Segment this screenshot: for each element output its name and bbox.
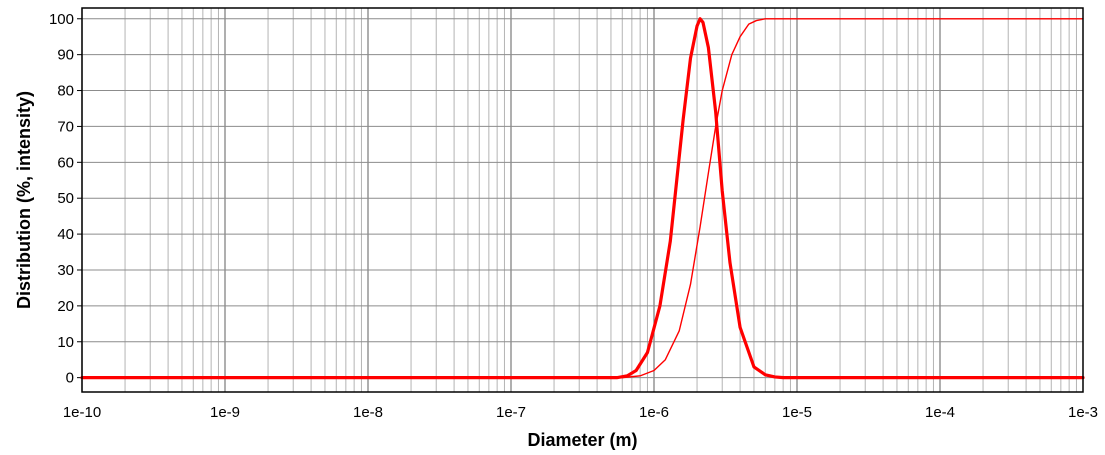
- x-tick-label: 1e-7: [496, 404, 526, 421]
- y-axis-title: Distribution (%, intensity): [14, 91, 34, 309]
- y-tick-label: 90: [57, 47, 74, 64]
- series-group: [80, 17, 1085, 380]
- x-tick-labels: 1e-10 1e-9 1e-8 1e-7 1e-6 1e-5 1e-4 1e-3: [63, 404, 1098, 421]
- x-tick-label: 1e-6: [639, 404, 669, 421]
- y-tick-label: 20: [57, 298, 74, 315]
- y-tick-label: 10: [57, 334, 74, 351]
- x-tick-label: 1e-9: [210, 404, 240, 421]
- y-tick-label: 80: [57, 83, 74, 100]
- x-tick-label: 1e-5: [782, 404, 812, 421]
- x-tick-label: 1e-10: [63, 404, 101, 421]
- y-tick-label: 30: [57, 262, 74, 279]
- x-tick-label: 1e-8: [353, 404, 383, 421]
- x-axis-title: Diameter (m): [527, 430, 637, 450]
- series-line-distribution: [80, 17, 1085, 380]
- y-tick-label: 70: [57, 118, 74, 135]
- x-tick-label: 1e-3: [1068, 404, 1098, 421]
- y-tick-label: 100: [49, 11, 74, 28]
- y-tick-label: 40: [57, 226, 74, 243]
- y-tick-label: 50: [57, 190, 74, 207]
- series-line-cumulative: [81, 18, 1084, 379]
- y-tick-label: 60: [57, 154, 74, 171]
- y-tick-label: 0: [66, 370, 74, 387]
- x-tick-label: 1e-4: [925, 404, 955, 421]
- grid: [77, 8, 1083, 392]
- y-tick-labels: 0 10 20 30 40 50 60 70 80 90 100: [49, 11, 74, 387]
- plot-frame: [81, 7, 1084, 393]
